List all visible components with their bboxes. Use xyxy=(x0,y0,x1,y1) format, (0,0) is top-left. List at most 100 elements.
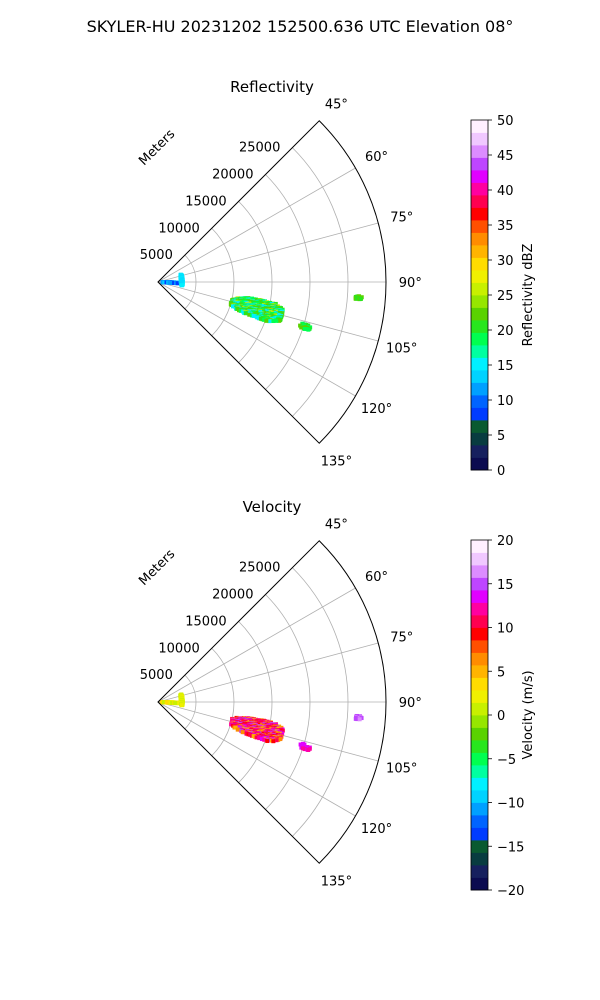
colorbar-swatch xyxy=(471,120,488,133)
angle-tick-label: 60° xyxy=(365,150,388,165)
colorbar: 0 5 10 15 20 25 30 35 40 45 50 Reflectivity dBZ xyxy=(470,114,536,479)
echo-cell xyxy=(274,318,279,323)
echo-cell xyxy=(271,739,276,744)
colorbar-swatch xyxy=(471,840,488,853)
colorbar-label: Velocity (m/s) xyxy=(521,670,536,759)
colorbar-tick-label: 15 xyxy=(497,578,514,593)
range-tick-label: 5000 xyxy=(140,668,173,683)
angle-tick-label: 45° xyxy=(325,518,348,533)
colorbar-tick-label: 10 xyxy=(497,394,514,409)
colorbar-tick-label: 35 xyxy=(497,219,514,234)
colorbar-tick-label: 0 xyxy=(497,464,505,479)
azimuth-gridline xyxy=(157,167,356,283)
echo-near-clutter xyxy=(159,700,182,706)
echo-cell xyxy=(259,737,264,742)
colorbar-swatch xyxy=(471,552,488,566)
range-tick-label: 15000 xyxy=(185,614,226,629)
colorbar-swatch xyxy=(471,740,488,753)
angle-tick-label: 75° xyxy=(390,211,413,226)
echo-east-cell-b xyxy=(353,294,364,302)
echo-cell xyxy=(264,318,269,323)
echo-cell xyxy=(306,327,311,332)
echo-cell xyxy=(278,737,283,742)
angle-tick-label: 90° xyxy=(399,276,422,291)
colorbar: −20 −15 −10 −5 0 5 10 15 20 Velocity (m/s) xyxy=(470,534,536,899)
angle-tick-label: 135° xyxy=(321,874,352,889)
range-tick-label: 25000 xyxy=(239,561,280,576)
colorbar-swatch xyxy=(471,220,488,233)
echo-cell xyxy=(167,280,172,285)
colorbar-tick-label: 10 xyxy=(497,622,514,637)
echo-cell xyxy=(355,717,360,722)
colorbar-tick-label: 30 xyxy=(497,254,514,269)
range-tick-label: 20000 xyxy=(212,168,253,183)
panel-title: Reflectivity xyxy=(230,78,314,96)
reflectivity-panel: Reflectivity 5000 10000 15000 20000 25000 45° 6… xyxy=(136,78,536,479)
colorbar-swatch xyxy=(471,540,488,553)
colorbar-swatch xyxy=(471,727,488,741)
echo-cell xyxy=(257,736,262,741)
sector-frame xyxy=(157,120,387,444)
echo-cell xyxy=(265,739,270,744)
range-tick-label: 5000 xyxy=(140,248,173,263)
angle-tick-label: 135° xyxy=(321,454,352,469)
echo-cell xyxy=(170,700,175,705)
angle-tick-label: 90° xyxy=(399,696,422,711)
echo-cell xyxy=(277,318,282,323)
azimuth-gridline xyxy=(157,701,356,817)
echo-cell xyxy=(235,727,240,732)
colorbar-swatch xyxy=(471,345,488,358)
echo-cell xyxy=(271,319,276,324)
echo-cell xyxy=(357,717,362,722)
echo-main-cell xyxy=(228,296,285,324)
colorbar-swatch xyxy=(471,790,488,803)
echo-cell xyxy=(274,738,279,743)
colorbar-swatch xyxy=(471,665,488,678)
colorbar-swatch xyxy=(471,690,488,703)
colorbar-swatch xyxy=(471,677,488,691)
colorbar-swatch xyxy=(471,257,488,271)
colorbar-swatch xyxy=(471,877,488,891)
colorbar-swatch xyxy=(471,382,488,396)
velocity-panel: Velocity 5000 10000 15000 20000 25000 45° 60° 75… xyxy=(136,498,536,899)
colorbar-swatch xyxy=(471,357,488,371)
echo-cell xyxy=(238,308,243,313)
colorbar-swatch xyxy=(471,615,488,628)
echo-cell xyxy=(251,313,256,318)
colorbar-swatch xyxy=(471,157,488,171)
echo-cell xyxy=(262,737,267,742)
colorbar-tick-label: 15 xyxy=(497,359,514,374)
angle-tick-label: 105° xyxy=(386,761,417,776)
echo-cell xyxy=(165,700,170,705)
echo-cell xyxy=(247,312,252,317)
colorbar-tick-label: −20 xyxy=(497,884,524,899)
echo-cell xyxy=(243,311,248,316)
echo-cell xyxy=(306,747,311,752)
azimuth-gridline xyxy=(157,222,379,283)
echo-cell xyxy=(240,730,245,735)
echo-cell xyxy=(169,280,174,285)
colorbar-swatch xyxy=(471,245,488,258)
colorbar-swatch xyxy=(471,765,488,778)
colorbar-swatch xyxy=(471,395,488,408)
echo-ring-clutter xyxy=(178,272,185,288)
sector-frame xyxy=(157,540,387,864)
colorbar-swatch xyxy=(471,295,488,308)
colorbar-swatch xyxy=(471,132,488,146)
echo-east-cell-a xyxy=(298,321,313,332)
colorbar-swatch xyxy=(471,802,488,816)
colorbar-swatch xyxy=(471,270,488,283)
colorbar-swatch xyxy=(471,307,488,321)
colorbar-tick-label: 25 xyxy=(497,289,514,304)
colorbar-tick-label: 20 xyxy=(497,324,514,339)
colorbar-swatch xyxy=(471,565,488,578)
colorbar-swatch xyxy=(471,752,488,766)
echo-cell xyxy=(302,747,307,752)
echo-cell xyxy=(358,296,363,301)
echo-cell xyxy=(299,325,304,330)
echo-near-clutter xyxy=(160,280,182,286)
echo-cell xyxy=(173,701,178,706)
azimuth-gridline xyxy=(157,587,356,703)
colorbar-tick-label: 20 xyxy=(497,534,514,549)
